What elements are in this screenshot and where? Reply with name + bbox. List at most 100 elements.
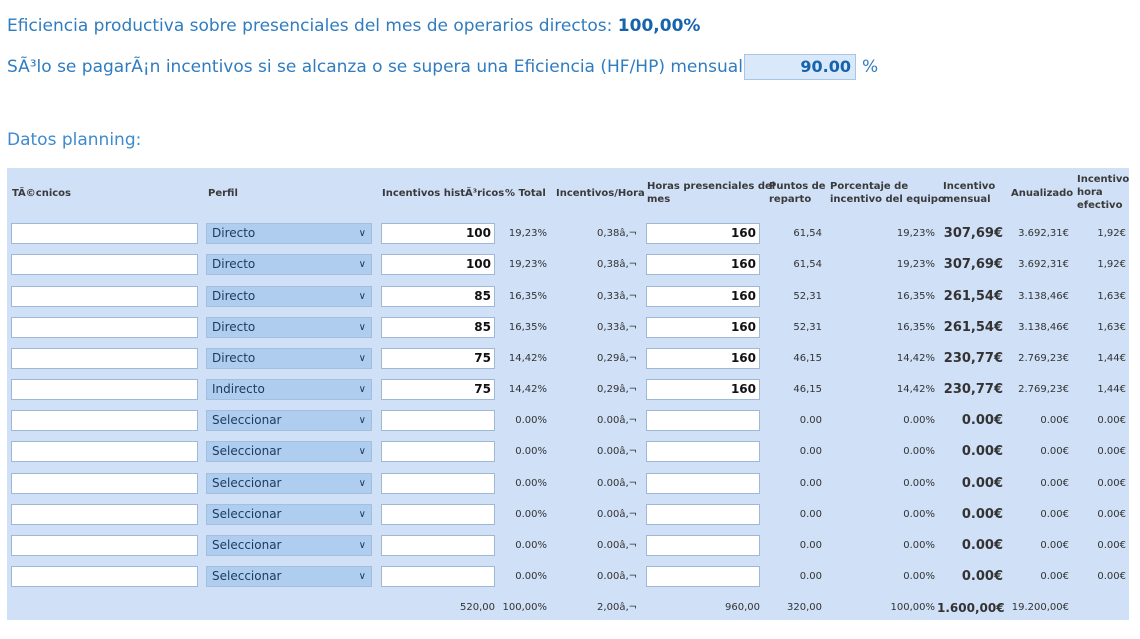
horas-presenciales-input[interactable]: 160	[646, 379, 760, 400]
incentivo-mensual: 0.00€	[961, 476, 1003, 491]
tecnico-input[interactable]	[11, 410, 198, 431]
perfil-value: Directo	[212, 351, 256, 365]
incentivo-hora-efectivo: 0.00€	[1097, 540, 1126, 551]
horas-presenciales-input[interactable]	[646, 410, 760, 431]
header-porc-line1: Porcentaje de	[830, 181, 909, 192]
puntos-reparto: 0.00	[799, 446, 822, 457]
header-porc-line2: incentivo del equipo	[830, 194, 945, 205]
pct-total: 0.00%	[515, 446, 547, 457]
perfil-value: Seleccionar	[212, 538, 282, 552]
chevron-down-icon: ∨	[358, 353, 366, 364]
incentivos-historicos-input[interactable]	[381, 473, 495, 494]
anualizado: 3.138,46€	[1018, 291, 1069, 302]
horas-presenciales-input[interactable]: 160	[646, 254, 760, 275]
perfil-value: Seleccionar	[212, 444, 282, 458]
header-incentivos-hora: Incentivos/Hora	[556, 188, 645, 199]
perfil-select[interactable]: Directo ∨	[206, 223, 372, 244]
incentivos-historicos-input[interactable]: 85	[381, 317, 495, 338]
tecnico-input[interactable]	[11, 379, 198, 400]
incentivos-historicos-input[interactable]	[381, 441, 495, 462]
table-row: Seleccionar ∨ 0.00% 0.00â‚¬ 0.00 0.00% 0.00€ 0.…	[7, 410, 1129, 432]
incentivos-historicos-input[interactable]: 75	[381, 379, 495, 400]
incentivos-historicos-input[interactable]: 100	[381, 223, 495, 244]
perfil-value: Seleccionar	[212, 507, 282, 521]
threshold-input[interactable]: 90.00	[744, 54, 856, 80]
tecnico-input[interactable]	[11, 473, 198, 494]
chevron-down-icon: ∨	[358, 571, 366, 582]
anualizado: 0.00€	[1040, 415, 1069, 426]
perfil-select[interactable]: Directo ∨	[206, 286, 372, 307]
anualizado: 3.692,31€	[1018, 259, 1069, 270]
tecnico-input[interactable]	[11, 348, 198, 369]
horas-presenciales-input[interactable]	[646, 473, 760, 494]
perfil-select[interactable]: Directo ∨	[206, 254, 372, 275]
puntos-reparto: 46,15	[793, 353, 822, 364]
header-anualizado: Anualizado	[1011, 188, 1074, 199]
perfil-select[interactable]: Seleccionar ∨	[206, 441, 372, 462]
incentivos-historicos-input[interactable]	[381, 410, 495, 431]
incentivos-historicos-input[interactable]: 100	[381, 254, 495, 275]
header-pct-total: % Total	[505, 188, 546, 199]
threshold-label: SÃ³lo se pagarÃ¡n incentivos si se alcan…	[7, 57, 781, 77]
section-title: Datos planning:	[7, 130, 142, 150]
efficiency-label: Eficiencia productiva sobre presenciales…	[7, 16, 613, 36]
horas-presenciales-input[interactable]	[646, 441, 760, 462]
tecnico-input[interactable]	[11, 254, 198, 275]
porcentaje-incentivo: 0.00%	[903, 478, 935, 489]
incentivos-historicos-input[interactable]	[381, 535, 495, 556]
incentivos-hora: 0,29â‚¬	[597, 353, 637, 364]
perfil-select[interactable]: Indirecto ∨	[206, 379, 372, 400]
tecnico-input[interactable]	[11, 223, 198, 244]
perfil-value: Directo	[212, 226, 256, 240]
horas-presenciales-input[interactable]: 160	[646, 286, 760, 307]
tecnico-input[interactable]	[11, 535, 198, 556]
incentivo-mensual: 261,54€	[943, 320, 1003, 335]
perfil-select[interactable]: Directo ∨	[206, 317, 372, 338]
pct-total: 0.00%	[515, 478, 547, 489]
chevron-down-icon: ∨	[358, 509, 366, 520]
incentivo-mensual: 0.00€	[961, 569, 1003, 584]
incentivo-hora-efectivo: 1,63€	[1097, 291, 1126, 302]
tecnico-input[interactable]	[11, 566, 198, 587]
perfil-select[interactable]: Directo ∨	[206, 348, 372, 369]
horas-presenciales-input[interactable]	[646, 566, 760, 587]
incentivo-hora-efectivo: 1,44€	[1097, 384, 1126, 395]
total-mensual: 1.600,00€	[937, 601, 1005, 615]
header-incentivo-mensual: Incentivo mensual	[943, 180, 995, 206]
tecnico-input[interactable]	[11, 317, 198, 338]
horas-presenciales-input[interactable]: 160	[646, 223, 760, 244]
incentivo-hora-efectivo: 0.00€	[1097, 415, 1126, 426]
header-perfil: Perfil	[208, 188, 238, 199]
horas-presenciales-input[interactable]	[646, 535, 760, 556]
chevron-down-icon: ∨	[358, 322, 366, 333]
table-row: Seleccionar ∨ 0.00% 0.00â‚¬ 0.00 0.00% 0.00€ 0.…	[7, 535, 1129, 557]
porcentaje-incentivo: 16,35%	[896, 291, 935, 302]
table-row: Seleccionar ∨ 0.00% 0.00â‚¬ 0.00 0.00% 0.00€ 0.…	[7, 441, 1129, 463]
incentivos-historicos-input[interactable]: 85	[381, 286, 495, 307]
incentivos-historicos-input[interactable]	[381, 566, 495, 587]
incentivos-hora: 0.00â‚¬	[597, 571, 637, 582]
horas-presenciales-input[interactable]	[646, 504, 760, 525]
header-efec-line1: Incentivo	[1077, 174, 1130, 185]
chevron-down-icon: ∨	[358, 291, 366, 302]
anualizado: 0.00€	[1040, 478, 1069, 489]
pct-total: 16,35%	[508, 291, 547, 302]
tecnico-input[interactable]	[11, 286, 198, 307]
puntos-reparto: 61,54	[793, 259, 822, 270]
incentivos-historicos-input[interactable]: 75	[381, 348, 495, 369]
perfil-select[interactable]: Seleccionar ∨	[206, 410, 372, 431]
horas-presenciales-input[interactable]: 160	[646, 317, 760, 338]
incentivos-historicos-input[interactable]	[381, 504, 495, 525]
porcentaje-incentivo: 0.00%	[903, 415, 935, 426]
anualizado: 0.00€	[1040, 571, 1069, 582]
perfil-select[interactable]: Seleccionar ∨	[206, 535, 372, 556]
horas-presenciales-input[interactable]: 160	[646, 348, 760, 369]
porcentaje-incentivo: 14,42%	[896, 353, 935, 364]
perfil-select[interactable]: Seleccionar ∨	[206, 566, 372, 587]
incentivos-hora: 0.00â‚¬	[597, 478, 637, 489]
tecnico-input[interactable]	[11, 441, 198, 462]
tecnico-input[interactable]	[11, 504, 198, 525]
perfil-select[interactable]: Seleccionar ∨	[206, 504, 372, 525]
anualizado: 0.00€	[1040, 446, 1069, 457]
perfil-select[interactable]: Seleccionar ∨	[206, 473, 372, 494]
